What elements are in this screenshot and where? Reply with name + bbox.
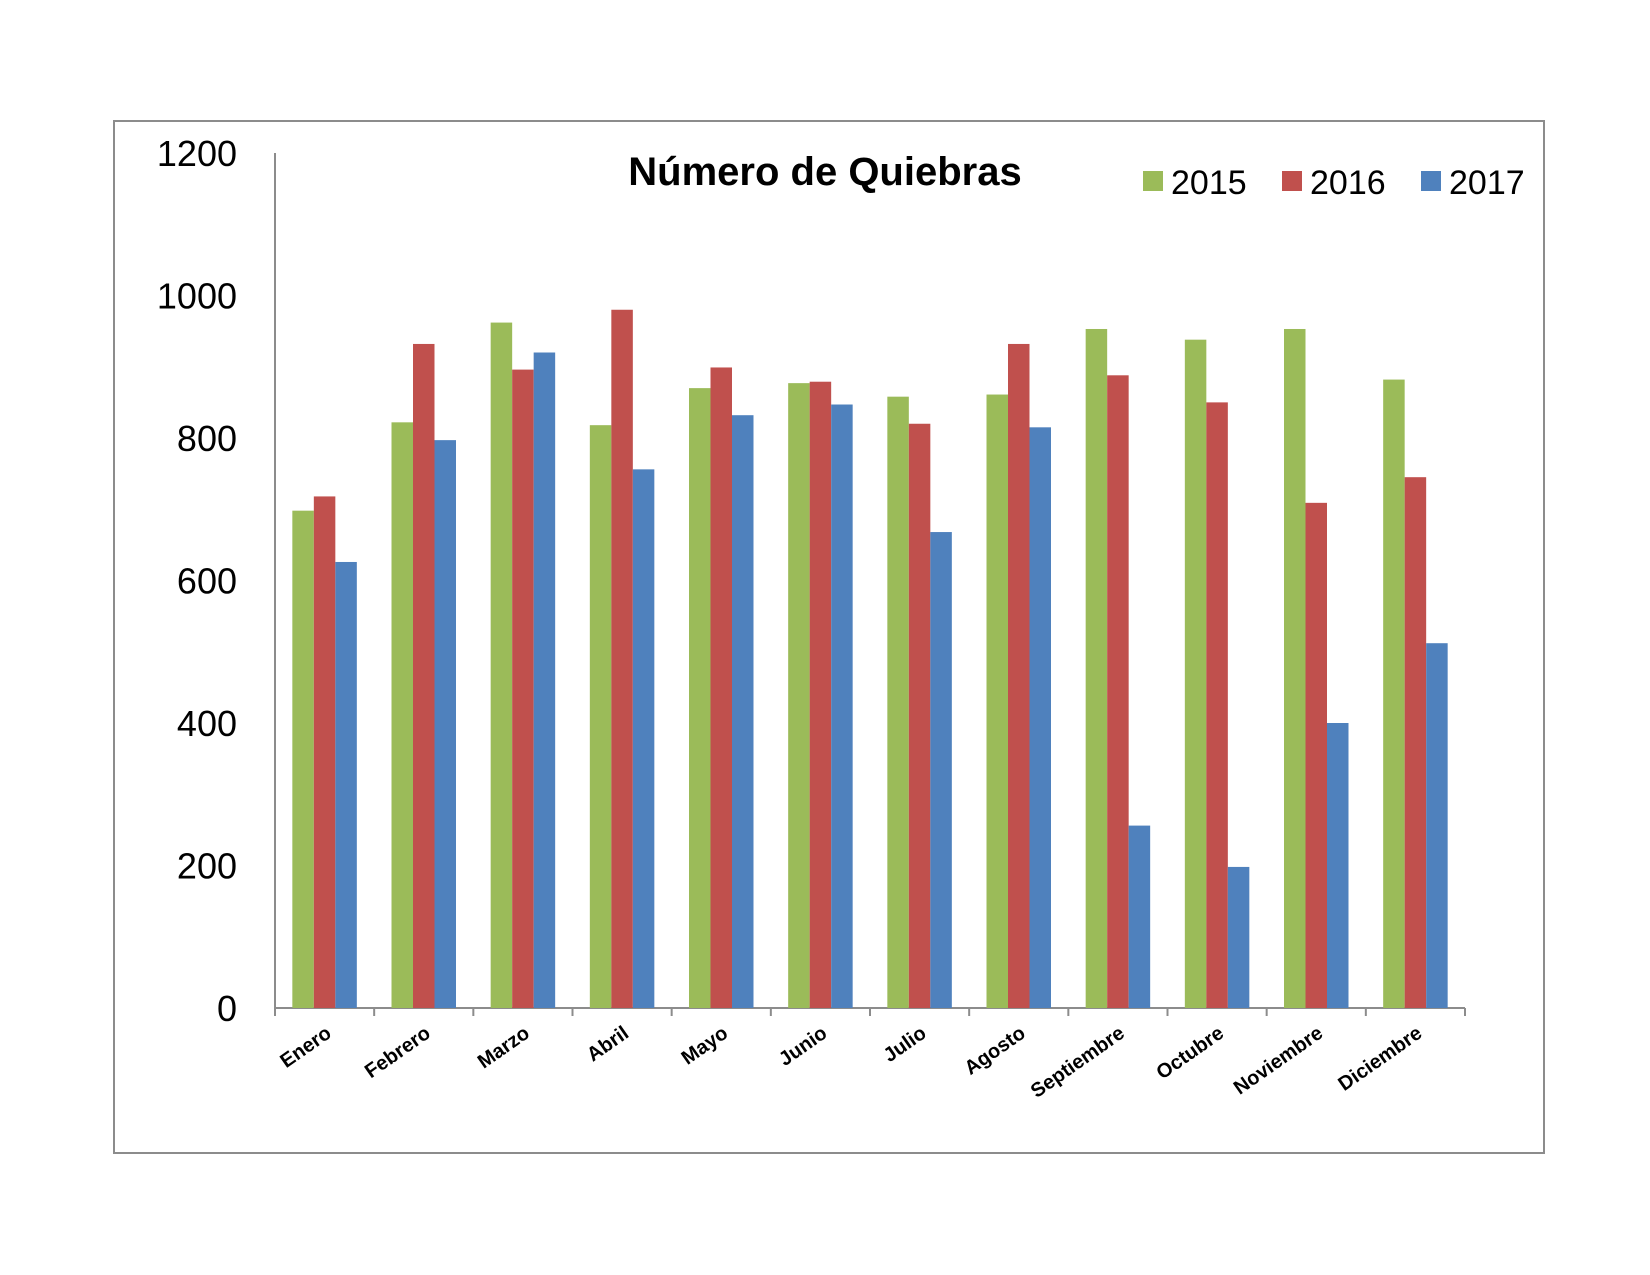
x-tick-label: Noviembre xyxy=(1230,1022,1327,1099)
chart-title: Número de Quiebras xyxy=(628,150,1021,194)
bar-2016-noviembre xyxy=(1305,502,1327,1008)
legend: 2015 2016 2017 xyxy=(1143,164,1525,202)
bar-2016-febrero xyxy=(413,343,435,1008)
bar-2017-marzo xyxy=(533,352,556,1008)
legend-swatch-2017 xyxy=(1421,171,1441,191)
bar-2016-agosto xyxy=(1008,343,1030,1008)
bar-2015-diciembre xyxy=(1383,379,1405,1008)
bar-2017-septiembre xyxy=(1128,825,1151,1008)
x-tick-label: Mayo xyxy=(678,1022,732,1069)
legend-label-2016: 2016 xyxy=(1310,164,1386,202)
y-tick-label: 800 xyxy=(177,418,237,459)
bar-2017-diciembre xyxy=(1426,643,1448,1008)
bar-2015-abril xyxy=(589,425,612,1008)
bar-2015-febrero xyxy=(391,422,413,1008)
bar-2016-abril xyxy=(611,309,633,1008)
bar-2017-junio xyxy=(831,404,853,1008)
legend-label-2015: 2015 xyxy=(1171,164,1247,202)
x-tick-label: Diciembre xyxy=(1334,1022,1426,1095)
bar-2015-agosto xyxy=(986,394,1008,1009)
bar-2016-julio xyxy=(908,423,931,1008)
x-tick-label: Junio xyxy=(775,1022,831,1071)
y-tick-label: 600 xyxy=(177,561,237,602)
bar-2017-abril xyxy=(632,469,655,1009)
bar-2017-agosto xyxy=(1029,427,1051,1008)
y-tick-label: 0 xyxy=(217,988,237,1029)
bars xyxy=(292,309,1448,1009)
bar-2016-junio xyxy=(809,381,832,1008)
bar-2016-octubre xyxy=(1206,402,1228,1008)
bar-2017-enero xyxy=(335,561,357,1008)
bar-chart: 0 200 400 600 800 1000 1200 Enero Febrero Marzo Ab… xyxy=(157,133,1525,1103)
bar-2015-marzo xyxy=(490,322,513,1008)
bar-2017-octubre xyxy=(1227,866,1250,1008)
bar-2015-noviembre xyxy=(1284,328,1306,1008)
bar-2015-enero xyxy=(292,510,314,1008)
bar-2017-noviembre xyxy=(1327,723,1349,1008)
bar-2017-julio xyxy=(930,532,952,1008)
legend-label-2017: 2017 xyxy=(1449,164,1525,202)
x-tick-label: Abril xyxy=(583,1022,633,1066)
bar-2017-mayo xyxy=(732,415,754,1008)
x-tick-label: Julio xyxy=(880,1022,931,1067)
legend-swatch-2015 xyxy=(1143,171,1163,191)
bar-2015-mayo xyxy=(689,388,711,1008)
x-tick-label: Enero xyxy=(276,1022,335,1073)
bar-2015-junio xyxy=(788,383,810,1008)
bar-2016-septiembre xyxy=(1107,375,1129,1008)
x-tick-label: Octubre xyxy=(1153,1022,1228,1084)
chart-frame: 0 200 400 600 800 1000 1200 Enero Febrero Marzo Ab… xyxy=(113,120,1545,1154)
bar-2015-julio xyxy=(887,396,909,1008)
bar-2016-marzo xyxy=(512,369,534,1009)
y-tick-label: 1000 xyxy=(157,276,237,317)
bar-2015-octubre xyxy=(1184,339,1207,1008)
y-tick-label: 1200 xyxy=(157,133,237,174)
legend-swatch-2016 xyxy=(1282,171,1302,191)
x-tick-label: Febrero xyxy=(361,1022,435,1083)
x-tick-label: Septiembre xyxy=(1027,1022,1129,1103)
y-tick-label: 200 xyxy=(177,846,237,887)
bar-2016-diciembre xyxy=(1404,477,1427,1008)
x-tick-label: Agosto xyxy=(961,1022,1030,1080)
bar-2017-febrero xyxy=(434,440,456,1008)
bar-2016-enero xyxy=(313,496,336,1008)
bar-2016-mayo xyxy=(710,367,732,1008)
x-tick-label: Marzo xyxy=(474,1022,534,1073)
y-tick-label: 400 xyxy=(177,703,237,744)
bar-2015-septiembre xyxy=(1085,328,1108,1008)
